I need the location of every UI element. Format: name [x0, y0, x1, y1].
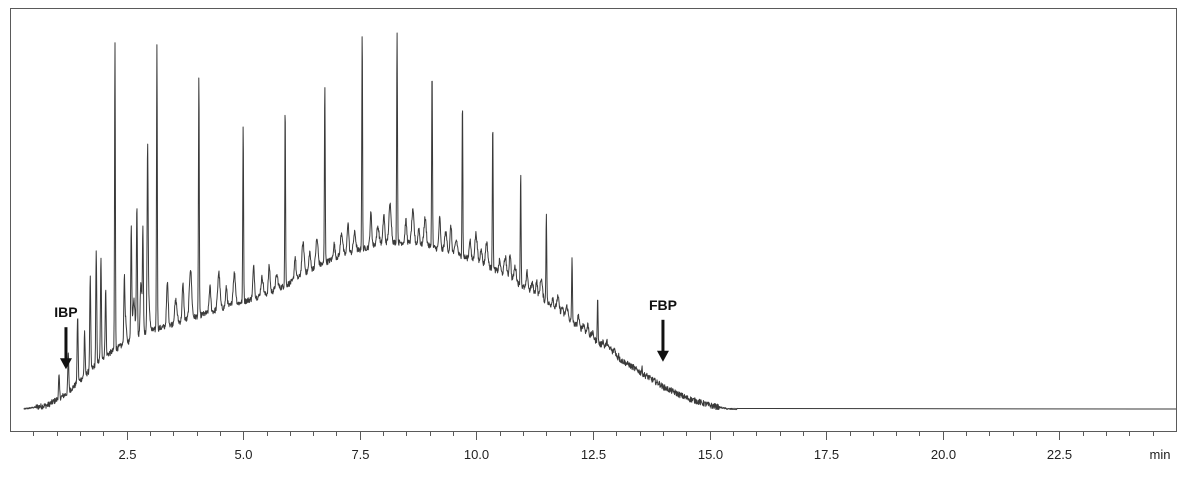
plot-frame — [10, 8, 1177, 432]
major-ticks — [127, 431, 1060, 440]
x-tick-label: 22.5 — [1047, 447, 1072, 462]
annotation-label: IBP — [54, 304, 77, 320]
x-tick-labels: 2.5 5.0 7.5 10.0 12.5 15.0 17.5 20.0 22.5 — [118, 447, 1072, 462]
annotation-fbp: FBP — [649, 297, 677, 362]
x-tick-label: 10.0 — [464, 447, 489, 462]
x-tick-label: 17.5 — [814, 447, 839, 462]
annotation-ibp: IBP — [54, 304, 78, 370]
x-tick-label: 20.0 — [931, 447, 956, 462]
annotations: IBP FBP — [54, 297, 677, 370]
trace-layer — [23, 32, 1177, 411]
annotation-label: FBP — [649, 297, 677, 313]
x-unit-label: min — [1150, 447, 1171, 462]
chromatogram-trace — [23, 32, 1177, 411]
annotation-arrow-head — [59, 358, 72, 370]
x-tick-label: 15.0 — [698, 447, 723, 462]
x-tick-label: 2.5 — [118, 447, 136, 462]
annotation-arrow-head — [656, 350, 669, 362]
x-tick-label: 7.5 — [351, 447, 369, 462]
x-tick-label: 12.5 — [581, 447, 606, 462]
x-tick-label: 5.0 — [234, 447, 252, 462]
